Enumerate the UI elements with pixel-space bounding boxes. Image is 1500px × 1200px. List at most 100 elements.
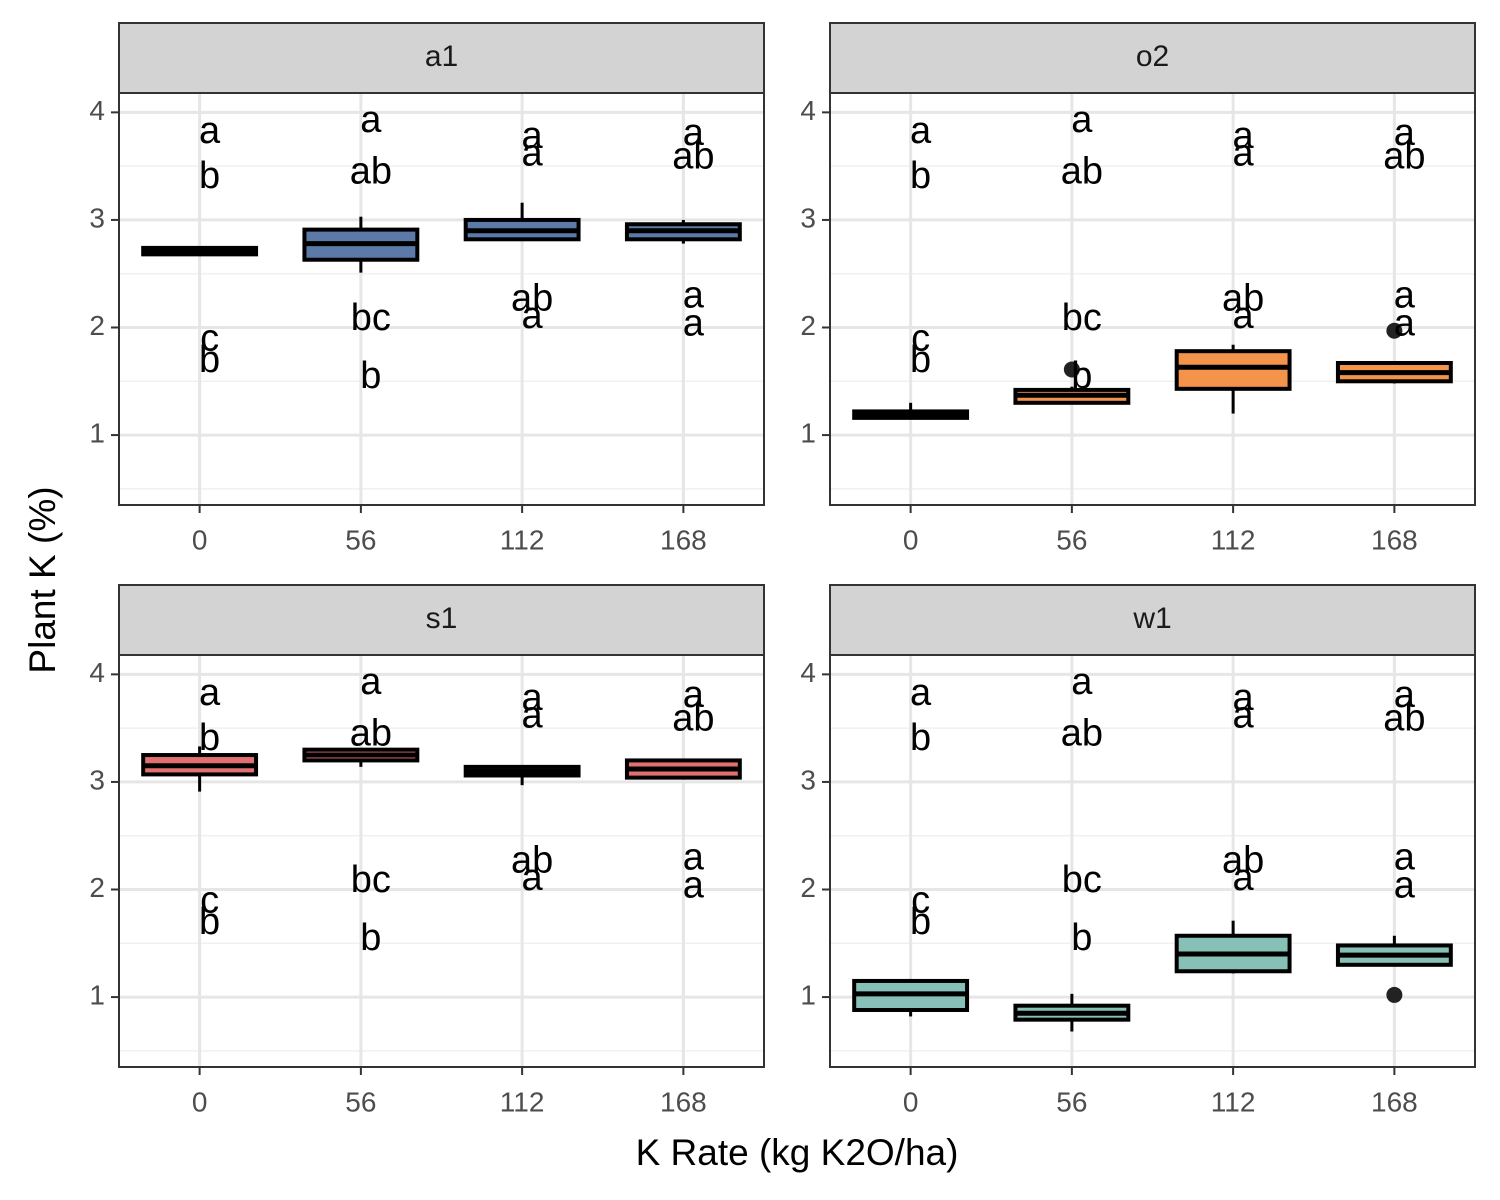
x-tick-label: 56 [345,1086,376,1117]
annotation: b [199,717,220,759]
annotation: ab [1061,713,1103,755]
y-tick-label: 3 [89,202,105,233]
y-tick-label: 1 [89,979,105,1010]
x-tick-label: 112 [500,1086,545,1117]
outlier [1386,986,1403,1003]
outlier [1386,322,1403,339]
annotation: ab [1222,840,1264,882]
annotation: a [683,302,705,344]
annotation: a [1233,677,1255,719]
strip [829,22,1476,94]
annotation: bc [351,859,391,901]
annotation: a [522,295,544,337]
y-tick-label: 3 [800,764,816,795]
annotation: a [910,672,932,714]
annotation: b [1071,917,1092,959]
strip-title: s1 [426,602,458,635]
annotation: a [1233,295,1255,337]
y-axis-label: Plant K (%) [22,486,63,673]
annotation: a [522,677,544,719]
annotation: b [1071,355,1092,397]
x-tick-label: 112 [1211,524,1256,555]
x-tick-label: 168 [660,1086,707,1117]
annotation: a [199,672,221,714]
panel-border [118,654,765,1068]
outlier [1063,361,1080,378]
annotation: bc [1062,297,1102,339]
x-tick-label: 56 [1056,524,1087,555]
annotation: a [1233,132,1255,174]
x-tick-label: 168 [1371,524,1418,555]
annotation: ab [672,698,714,740]
y-tick-label: 1 [89,417,105,448]
annotation: ab [1383,698,1425,740]
y-tick-label: 3 [89,764,105,795]
annotation: a [522,857,544,899]
annotation: ab [350,713,392,755]
x-tick-label: 168 [1371,1086,1418,1117]
annotation: b [199,901,220,943]
annotation: a [683,864,705,906]
annotation: a [683,674,705,716]
x-tick-label: 112 [500,524,545,555]
annotation: b [199,339,220,381]
annotation: a [683,274,705,316]
x-tick-label: 0 [903,1086,919,1117]
annotation: a [683,112,705,154]
annotation: b [910,339,931,381]
y-tick-label: 4 [800,657,816,688]
x-axis-label: K Rate (kg K2O/ha) [636,1132,959,1173]
annotation: a [1394,864,1416,906]
annotation: a [1394,274,1416,316]
y-tick-label: 1 [800,417,816,448]
annotation: b [199,155,220,197]
y-tick-label: 4 [800,95,816,126]
annotation: bc [1062,859,1102,901]
annotation: b [910,155,931,197]
annotation: ab [350,151,392,193]
x-tick-label: 0 [192,524,208,555]
annotation: b [360,917,381,959]
y-tick-label: 2 [89,310,105,341]
annotation: c [200,879,219,921]
y-tick-label: 2 [800,310,816,341]
annotation: a [522,115,544,157]
y-tick-label: 4 [89,95,105,126]
strip-title: w1 [1132,602,1171,635]
annotation: a [360,99,382,141]
strip-title: a1 [425,40,458,73]
annotation: a [1233,115,1255,157]
annotation: b [360,355,381,397]
strip-title: o2 [1136,40,1169,73]
annotation: c [200,317,219,359]
annotation: c [911,317,930,359]
annotation: a [1394,836,1416,878]
x-tick-label: 56 [345,524,376,555]
x-tick-label: 112 [1211,1086,1256,1117]
annotation: ab [1222,278,1264,320]
annotation: a [1394,302,1416,344]
panel-border [829,654,1476,1068]
annotation: a [1233,694,1255,736]
annotation: b [910,901,931,943]
annotation: a [360,661,382,703]
annotation: ab [511,840,553,882]
annotation: ab [511,278,553,320]
annotation: a [1394,112,1416,154]
annotation: a [683,836,705,878]
annotation: a [199,110,221,152]
annotation: a [1233,857,1255,899]
annotation: ab [672,136,714,178]
y-tick-label: 1 [800,979,816,1010]
y-tick-label: 4 [89,657,105,688]
annotation: bc [351,297,391,339]
x-tick-label: 0 [192,1086,208,1117]
strip [118,22,765,94]
annotation: a [522,132,544,174]
panel-border [829,92,1476,506]
annotation: c [911,879,930,921]
panel-border [118,92,765,506]
y-tick-label: 2 [800,872,816,903]
y-tick-label: 2 [89,872,105,903]
annotation: a [522,694,544,736]
